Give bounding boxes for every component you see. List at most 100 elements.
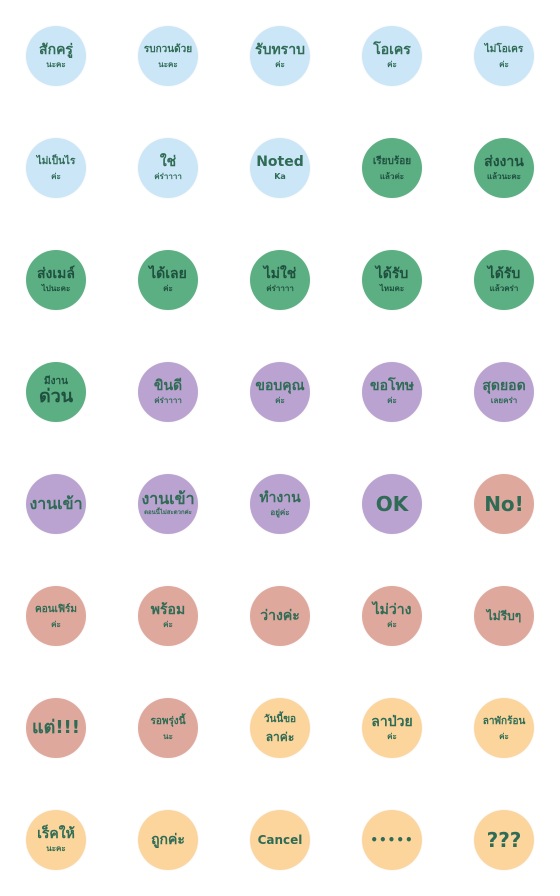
- sticker-cell[interactable]: ว่างค่ะ: [224, 560, 336, 672]
- sticker[interactable]: งานเข้า ตอนนี้ไม่สะดวกค่ะ: [138, 474, 198, 534]
- sticker-subtext: ไปนะคะ: [41, 284, 71, 293]
- sticker-cell[interactable]: แต่!!!: [0, 672, 112, 784]
- sticker-cell[interactable]: ไม่รีบๆ: [448, 560, 560, 672]
- sticker[interactable]: ไม่โอเคร ค่ะ: [474, 26, 534, 86]
- sticker[interactable]: รับทราบ ค่ะ: [250, 26, 310, 86]
- sticker[interactable]: Noted Ka: [250, 138, 310, 198]
- sticker-cell[interactable]: สุดยอด เลยคร่า: [448, 336, 560, 448]
- sticker-subtext: นะคะ: [46, 844, 66, 853]
- sticker-text: ???: [486, 828, 522, 852]
- sticker[interactable]: แต่!!!: [26, 698, 86, 758]
- sticker[interactable]: ได้รับ แล้วคร่า: [474, 250, 534, 310]
- sticker-cell[interactable]: งานเข้า: [0, 448, 112, 560]
- sticker-cell[interactable]: ???: [448, 784, 560, 896]
- sticker[interactable]: •••••: [362, 810, 422, 870]
- sticker-cell[interactable]: ลาพักร้อน ค่ะ: [448, 672, 560, 784]
- sticker-text: สักครู่: [39, 42, 73, 58]
- sticker-cell[interactable]: คอนเฟิร์ม ค่ะ: [0, 560, 112, 672]
- sticker-cell[interactable]: รอพรุ่งนี้ นะ: [112, 672, 224, 784]
- sticker[interactable]: เรียบร้อย แล้วค่ะ: [362, 138, 422, 198]
- sticker-cell[interactable]: No!: [448, 448, 560, 560]
- sticker-text: Cancel: [257, 833, 303, 847]
- sticker-cell[interactable]: ส่งเมล์ ไปนะคะ: [0, 224, 112, 336]
- sticker[interactable]: มีงาน ด่วน: [26, 362, 86, 422]
- sticker-cell[interactable]: ไม่โอเคร ค่ะ: [448, 0, 560, 112]
- sticker[interactable]: ทำงาน อยู่ค่ะ: [250, 474, 310, 534]
- sticker-text: No!: [484, 492, 524, 516]
- sticker-subtext: ค่ะ: [51, 620, 61, 629]
- sticker-cell[interactable]: Noted Ka: [224, 112, 336, 224]
- sticker[interactable]: วันนี้ขอ ลาค่ะ: [250, 698, 310, 758]
- sticker-cell[interactable]: ใช่ ค่ร่าาาา: [112, 112, 224, 224]
- sticker-cell[interactable]: รบกวนด้วย นะคะ: [112, 0, 224, 112]
- sticker-cell[interactable]: สักครู่ นะคะ: [0, 0, 112, 112]
- sticker[interactable]: ขอโทษ ค่ะ: [362, 362, 422, 422]
- sticker[interactable]: โอเคร ค่ะ: [362, 26, 422, 86]
- sticker-text: รับทราบ: [255, 42, 305, 58]
- sticker-cell[interactable]: มีงาน ด่วน: [0, 336, 112, 448]
- sticker[interactable]: ขอบคุณ ค่ะ: [250, 362, 310, 422]
- sticker-cell[interactable]: •••••: [336, 784, 448, 896]
- sticker[interactable]: ???: [474, 810, 534, 870]
- sticker[interactable]: ได้รับ ไหมคะ: [362, 250, 422, 310]
- sticker-text: วันนี้ขอ: [263, 714, 297, 725]
- sticker[interactable]: ขินดี ค่ร่าาาา: [138, 362, 198, 422]
- sticker[interactable]: ลาป่วย ค่ะ: [362, 698, 422, 758]
- sticker-text: ได้รับ: [375, 266, 409, 282]
- sticker-cell[interactable]: พร้อม ค่ะ: [112, 560, 224, 672]
- sticker-cell[interactable]: OK: [336, 448, 448, 560]
- sticker-cell[interactable]: ขอบคุณ ค่ะ: [224, 336, 336, 448]
- sticker-cell[interactable]: วันนี้ขอ ลาค่ะ: [224, 672, 336, 784]
- sticker-cell[interactable]: ถูกค่ะ: [112, 784, 224, 896]
- sticker[interactable]: งานเข้า: [26, 474, 86, 534]
- sticker[interactable]: ถูกค่ะ: [138, 810, 198, 870]
- sticker[interactable]: ไม่ใช่ ค่ร่าาาา: [250, 250, 310, 310]
- sticker[interactable]: ใช่ ค่ร่าาาา: [138, 138, 198, 198]
- sticker-text: ไม่โอเคร: [484, 44, 524, 55]
- sticker[interactable]: Cancel: [250, 810, 310, 870]
- sticker[interactable]: ไม่รีบๆ: [474, 586, 534, 646]
- sticker[interactable]: สุดยอด เลยคร่า: [474, 362, 534, 422]
- sticker-cell[interactable]: ขอโทษ ค่ะ: [336, 336, 448, 448]
- sticker[interactable]: ว่างค่ะ: [250, 586, 310, 646]
- sticker-cell[interactable]: โอเคร ค่ะ: [336, 0, 448, 112]
- sticker-cell[interactable]: ขินดี ค่ร่าาาา: [112, 336, 224, 448]
- sticker-text: รบกวนด้วย: [143, 44, 193, 55]
- sticker[interactable]: รบกวนด้วย นะคะ: [138, 26, 198, 86]
- sticker[interactable]: ไม่เป็นไร ค่ะ: [26, 138, 86, 198]
- sticker[interactable]: No!: [474, 474, 534, 534]
- sticker-cell[interactable]: ได้รับ แล้วคร่า: [448, 224, 560, 336]
- sticker-text: งานเข้า: [141, 489, 195, 508]
- sticker-text: ไม่ใช่: [263, 266, 297, 282]
- sticker-cell[interactable]: ไม่เป็นไร ค่ะ: [0, 112, 112, 224]
- sticker[interactable]: เร็คให้ นะคะ: [26, 810, 86, 870]
- sticker-cell[interactable]: ทำงาน อยู่ค่ะ: [224, 448, 336, 560]
- sticker-cell[interactable]: เร็คให้ นะคะ: [0, 784, 112, 896]
- sticker-cell[interactable]: ได้เลย ค่ะ: [112, 224, 224, 336]
- sticker[interactable]: คอนเฟิร์ม ค่ะ: [26, 586, 86, 646]
- sticker-cell[interactable]: ลาป่วย ค่ะ: [336, 672, 448, 784]
- sticker-cell[interactable]: ไม่ใช่ ค่ร่าาาา: [224, 224, 336, 336]
- sticker-text: •••••: [370, 833, 414, 847]
- sticker[interactable]: รอพรุ่งนี้ นะ: [138, 698, 198, 758]
- sticker-cell[interactable]: Cancel: [224, 784, 336, 896]
- sticker-cell[interactable]: เรียบร้อย แล้วค่ะ: [336, 112, 448, 224]
- sticker[interactable]: สักครู่ นะคะ: [26, 26, 86, 86]
- sticker-cell[interactable]: ไม่ว่าง ค่ะ: [336, 560, 448, 672]
- sticker[interactable]: ได้เลย ค่ะ: [138, 250, 198, 310]
- sticker-text: โอเคร: [373, 42, 411, 58]
- sticker[interactable]: ลาพักร้อน ค่ะ: [474, 698, 534, 758]
- sticker-cell[interactable]: ได้รับ ไหมคะ: [336, 224, 448, 336]
- sticker[interactable]: OK: [362, 474, 422, 534]
- sticker-text: งานเข้า: [29, 494, 83, 513]
- sticker[interactable]: ส่งเมล์ ไปนะคะ: [26, 250, 86, 310]
- sticker-cell[interactable]: งานเข้า ตอนนี้ไม่สะดวกค่ะ: [112, 448, 224, 560]
- sticker[interactable]: ไม่ว่าง ค่ะ: [362, 586, 422, 646]
- sticker-cell[interactable]: รับทราบ ค่ะ: [224, 0, 336, 112]
- sticker-text: Noted: [256, 154, 304, 170]
- sticker[interactable]: ส่งงาน แล้วนะคะ: [474, 138, 534, 198]
- sticker-cell[interactable]: ส่งงาน แล้วนะคะ: [448, 112, 560, 224]
- sticker[interactable]: พร้อม ค่ะ: [138, 586, 198, 646]
- sticker-text: ใช่: [159, 154, 177, 170]
- sticker-text: ทำงาน: [259, 490, 301, 506]
